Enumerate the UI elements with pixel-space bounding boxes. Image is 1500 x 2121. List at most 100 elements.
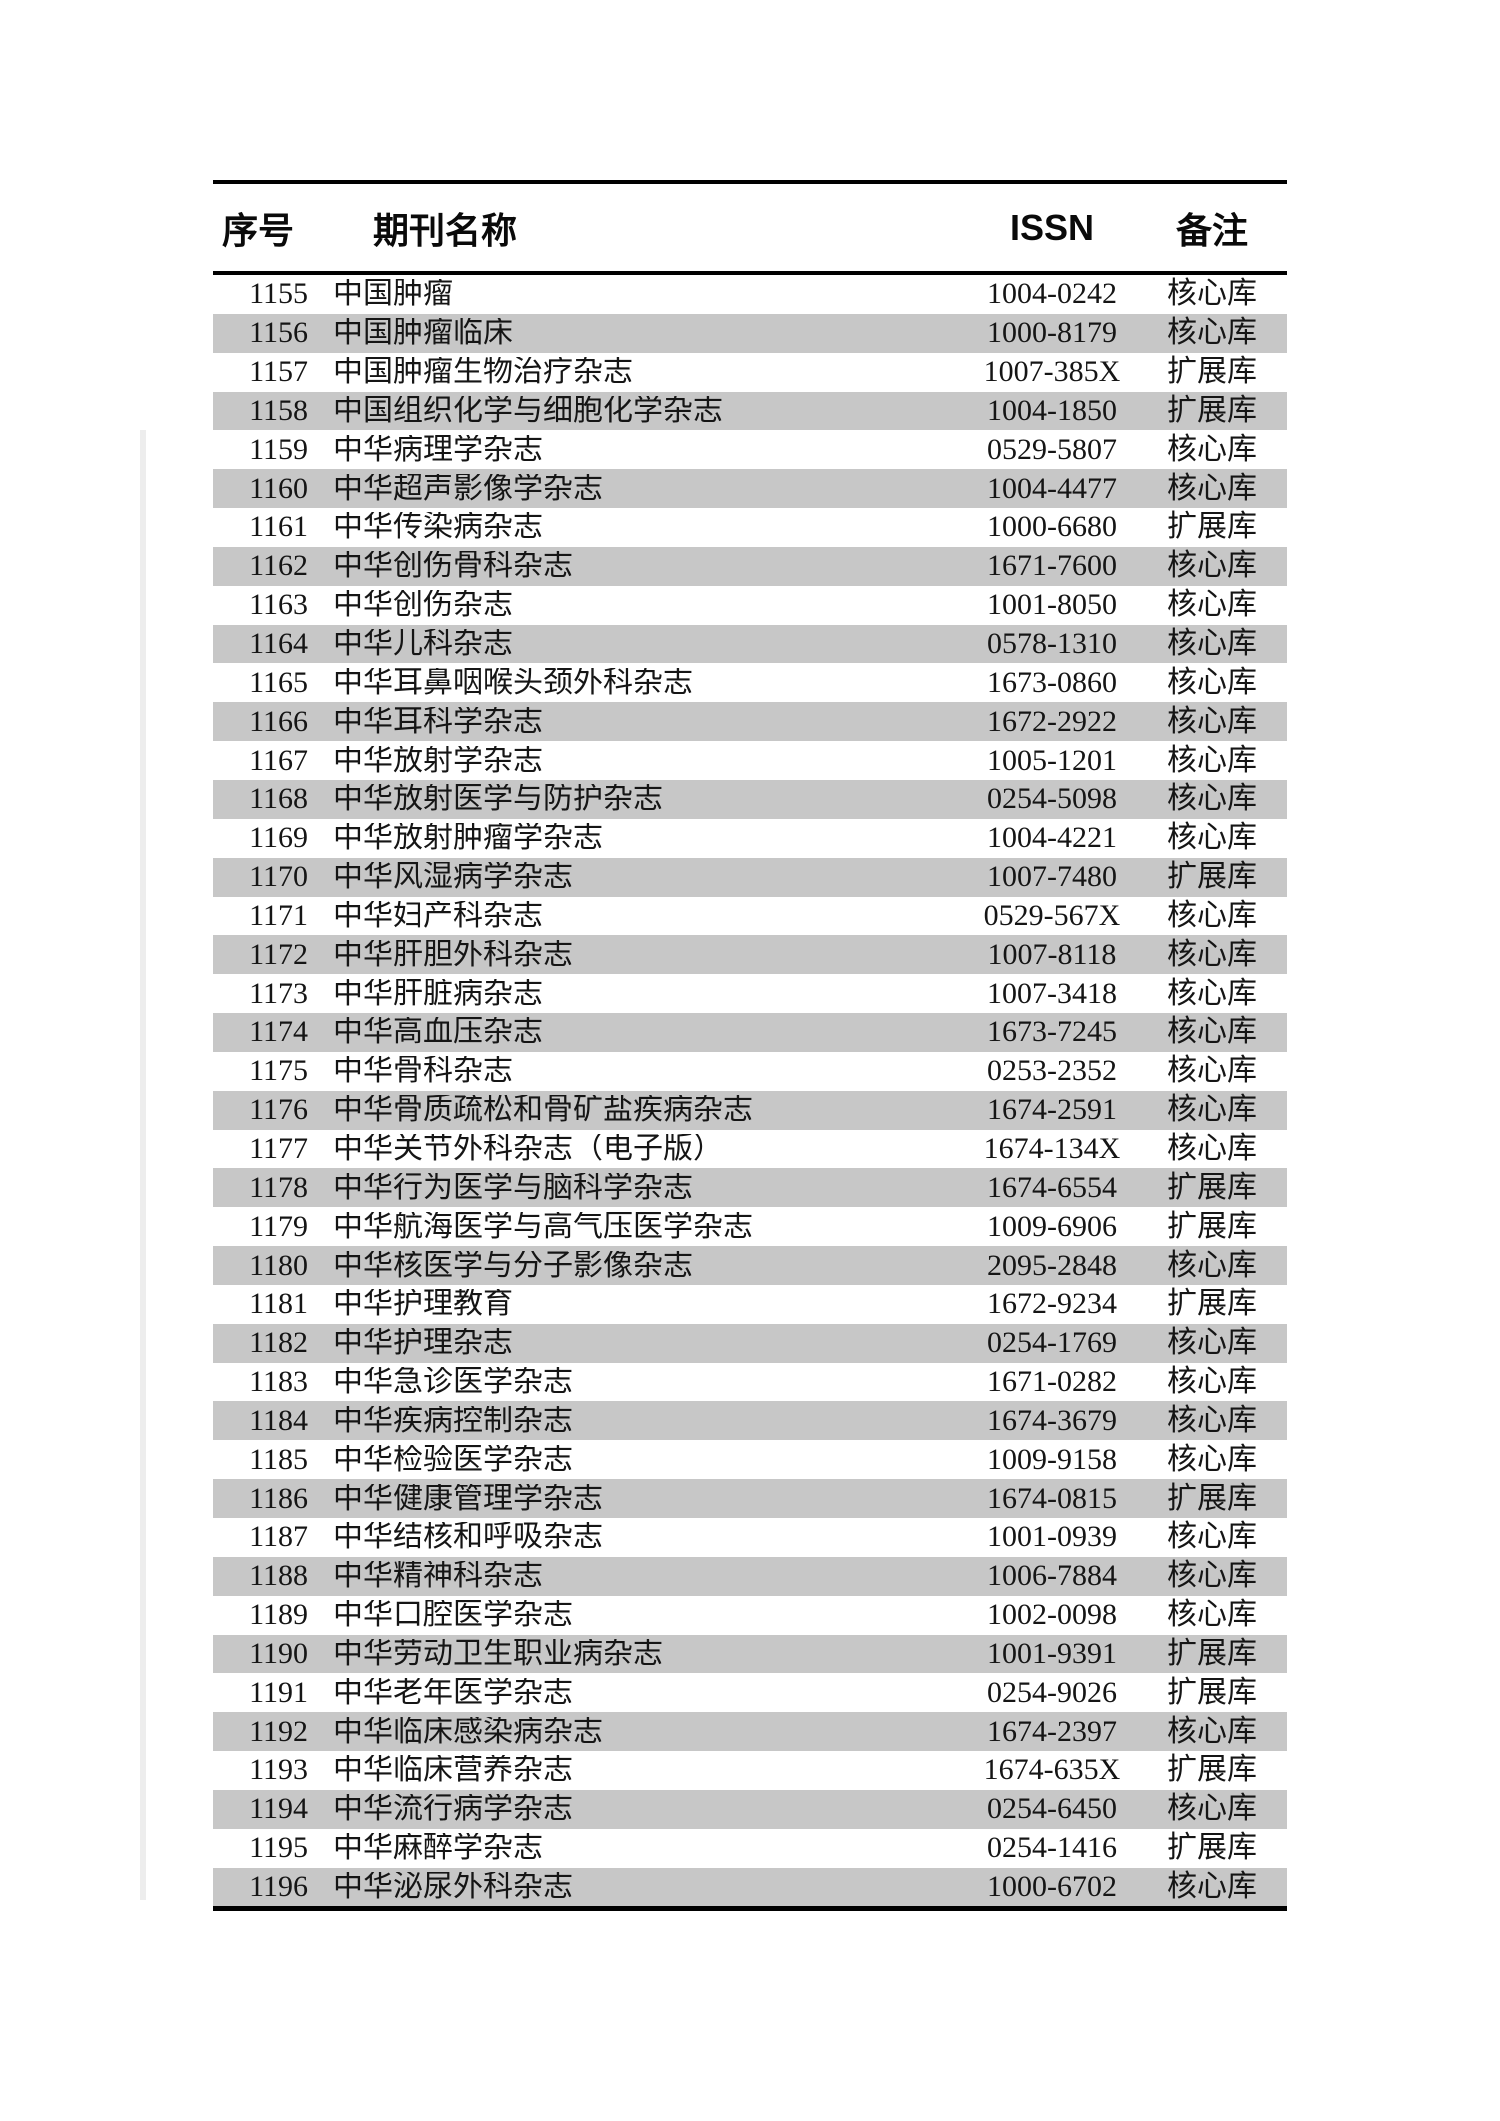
cell-seq: 1192 — [249, 1714, 308, 1748]
cell-note: 核心库 — [1167, 432, 1257, 466]
cell-seq: 1188 — [249, 1559, 308, 1593]
cell-seq: 1184 — [249, 1403, 308, 1437]
cell-seq: 1159 — [249, 432, 308, 466]
table-row: 1178 中华行为医学与脑科学杂志 1674-6554 扩展库 — [213, 1168, 1287, 1208]
cell-issn: 1672-2922 — [987, 704, 1117, 738]
table-row: 1179 中华航海医学与高气压医学杂志 1009-6906 扩展库 — [213, 1207, 1287, 1246]
cell-note: 核心库 — [1167, 976, 1257, 1010]
cell-journal-name: 中华护理教育 — [333, 1289, 513, 1320]
table-row: 1182 中华护理杂志 0254-1769 核心库 — [213, 1323, 1287, 1363]
cell-issn: 1673-7245 — [987, 1015, 1117, 1049]
cell-journal-name: 中华临床感染病杂志 — [333, 1716, 603, 1747]
table-row: 1184 中华疾病控制杂志 1674-3679 核心库 — [213, 1401, 1287, 1441]
cell-journal-name: 中华健康管理学杂志 — [333, 1483, 603, 1514]
cell-issn: 1674-2591 — [987, 1093, 1117, 1127]
cell-issn: 0529-567X — [983, 898, 1121, 932]
cell-issn: 1007-8118 — [987, 937, 1117, 971]
cell-journal-name: 中华疾病控制杂志 — [333, 1405, 573, 1436]
cell-note: 扩展库 — [1167, 393, 1257, 427]
cell-seq: 1187 — [249, 1520, 308, 1554]
cell-issn: 1673-0860 — [987, 665, 1117, 699]
cell-issn: 1007-385X — [983, 355, 1121, 389]
table-row: 1172 中华肝胆外科杂志 1007-8118 核心库 — [213, 935, 1287, 975]
cell-note: 扩展库 — [1167, 1209, 1257, 1243]
cell-issn: 0254-6450 — [987, 1792, 1117, 1826]
cell-seq: 1171 — [249, 898, 308, 932]
cell-note: 核心库 — [1167, 1403, 1257, 1437]
cell-note: 扩展库 — [1167, 355, 1257, 389]
header-seq: 序号 — [221, 209, 294, 251]
header-note: 备注 — [1175, 209, 1248, 251]
cell-issn: 1674-134X — [983, 1131, 1121, 1165]
cell-note: 核心库 — [1167, 1131, 1257, 1165]
cell-seq: 1177 — [249, 1131, 308, 1165]
cell-note: 核心库 — [1167, 1093, 1257, 1127]
table-row: 1164 中华儿科杂志 0578-1310 核心库 — [213, 624, 1287, 664]
table-row: 1160 中华超声影像学杂志 1004-4477 核心库 — [213, 469, 1287, 509]
table-row: 1168 中华放射医学与防护杂志 0254-5098 核心库 — [213, 779, 1287, 819]
cell-seq: 1172 — [249, 937, 308, 971]
cell-seq: 1195 — [249, 1831, 308, 1865]
cell-issn: 1006-7884 — [987, 1559, 1117, 1593]
table-row: 1155 中国肿瘤 1004-0242 核心库 — [213, 275, 1287, 314]
cell-seq: 1173 — [249, 976, 308, 1010]
cell-note: 扩展库 — [1167, 860, 1257, 894]
cell-seq: 1157 — [249, 355, 308, 389]
cell-note: 核心库 — [1167, 782, 1257, 816]
table-row: 1159 中华病理学杂志 0529-5807 核心库 — [213, 430, 1287, 469]
cell-journal-name: 中华创伤骨科杂志 — [333, 551, 573, 582]
table-row: 1156 中国肿瘤临床 1000-8179 核心库 — [213, 313, 1287, 353]
cell-seq: 1165 — [249, 665, 308, 699]
cell-seq: 1182 — [249, 1326, 308, 1360]
cell-seq: 1166 — [249, 704, 308, 738]
table-row: 1174 中华高血压杂志 1673-7245 核心库 — [213, 1013, 1287, 1052]
header-issn: ISSN — [1009, 206, 1095, 248]
cell-journal-name: 中华麻醉学杂志 — [333, 1833, 543, 1864]
cell-journal-name: 中华航海医学与高气压医学杂志 — [333, 1211, 753, 1242]
cell-journal-name: 中华风湿病学杂志 — [333, 862, 573, 893]
cell-issn: 1674-0815 — [987, 1481, 1117, 1515]
cell-journal-name: 中华结核和呼吸杂志 — [333, 1522, 603, 1553]
cell-journal-name: 中华创伤杂志 — [333, 590, 513, 621]
cell-note: 扩展库 — [1167, 1753, 1257, 1787]
cell-issn: 1004-4477 — [987, 471, 1117, 505]
cell-note: 核心库 — [1167, 1559, 1257, 1593]
cell-issn: 0254-1769 — [987, 1326, 1117, 1360]
cell-journal-name: 中华传染病杂志 — [333, 512, 543, 543]
cell-seq: 1167 — [249, 743, 308, 777]
cell-journal-name: 中华耳鼻咽喉头颈外科杂志 — [333, 667, 693, 698]
cell-journal-name: 中华放射学杂志 — [333, 745, 543, 776]
cell-note: 核心库 — [1167, 704, 1257, 738]
cell-issn: 0578-1310 — [987, 627, 1117, 661]
table-body: 1155 中国肿瘤 1004-0242 核心库 1156 中国肿瘤临床 1000… — [213, 275, 1287, 1912]
table-row: 1177 中华关节外科杂志（电子版） 1674-134X 核心库 — [213, 1130, 1287, 1169]
table-row: 1181 中华护理教育 1672-9234 扩展库 — [213, 1285, 1287, 1324]
cell-note: 核心库 — [1167, 1792, 1257, 1826]
cell-seq: 1168 — [249, 782, 308, 816]
cell-issn: 1000-6680 — [987, 510, 1117, 544]
table-header-row: 序号 期刊名称 ISSN 备注 — [213, 180, 1287, 275]
cell-note: 核心库 — [1167, 1598, 1257, 1632]
cell-note: 扩展库 — [1167, 1287, 1257, 1321]
cell-issn: 1009-9158 — [987, 1442, 1117, 1476]
cell-note: 核心库 — [1167, 1365, 1257, 1399]
table-row: 1161 中华传染病杂志 1000-6680 扩展库 — [213, 508, 1287, 547]
cell-seq: 1175 — [249, 1054, 308, 1088]
cell-issn: 1009-6906 — [987, 1209, 1117, 1243]
table-row: 1191 中华老年医学杂志 0254-9026 扩展库 — [213, 1673, 1287, 1712]
cell-note: 核心库 — [1167, 588, 1257, 622]
table-row: 1166 中华耳科学杂志 1672-2922 核心库 — [213, 702, 1287, 742]
cell-issn: 1004-4221 — [987, 821, 1117, 855]
table-row: 1183 中华急诊医学杂志 1671-0282 核心库 — [213, 1363, 1287, 1402]
cell-seq: 1160 — [249, 471, 308, 505]
cell-seq: 1179 — [249, 1209, 308, 1243]
cell-seq: 1193 — [249, 1753, 308, 1787]
cell-note: 核心库 — [1167, 665, 1257, 699]
cell-issn: 1000-6702 — [987, 1870, 1117, 1904]
cell-seq: 1191 — [249, 1675, 308, 1709]
cell-seq: 1162 — [249, 549, 308, 583]
cell-seq: 1180 — [249, 1248, 308, 1282]
table-row: 1192 中华临床感染病杂志 1674-2397 核心库 — [213, 1712, 1287, 1752]
cell-issn: 1007-3418 — [987, 976, 1117, 1010]
